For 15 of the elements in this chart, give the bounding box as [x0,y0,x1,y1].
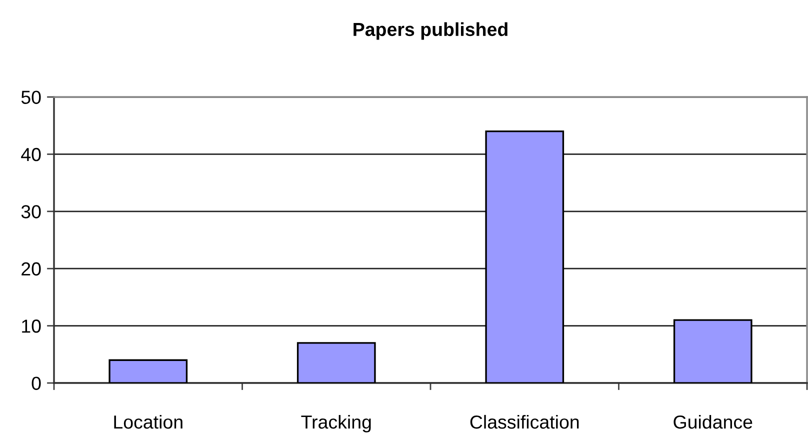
x-tick-label: Location [114,414,182,429]
y-tick-label: 20 [22,262,41,276]
bar [673,319,752,383]
x-tick-label: Tracking [301,414,371,432]
x-tick-label: Classification [470,414,579,429]
y-tick-label: 40 [21,148,41,162]
y-tick-label: 0 [32,376,41,390]
chart-title: Papers published [354,22,508,40]
bar [296,342,376,383]
bar [485,130,564,383]
y-tick-label: 30 [21,205,41,218]
y-tick-label: 10 [22,320,41,333]
bar [108,359,188,383]
x-tick-label: Guidance [674,414,752,429]
y-tick-label: 50 [21,90,41,104]
